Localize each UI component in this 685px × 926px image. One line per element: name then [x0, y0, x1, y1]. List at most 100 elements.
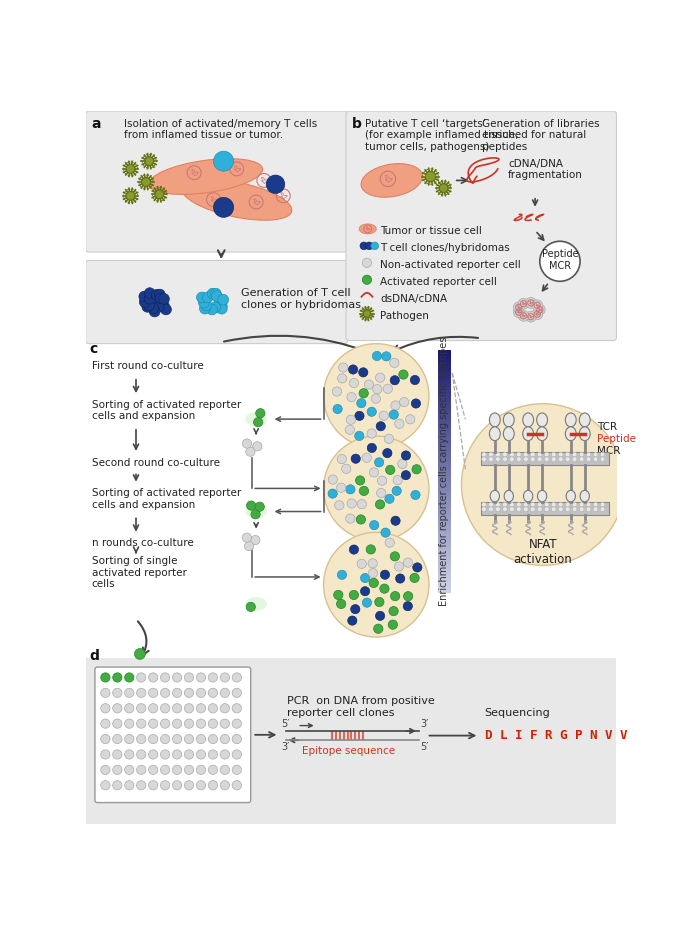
Circle shape: [580, 502, 584, 507]
Circle shape: [208, 673, 218, 682]
Circle shape: [323, 532, 429, 637]
Circle shape: [360, 486, 369, 495]
Bar: [438, 497, 451, 500]
Ellipse shape: [580, 491, 589, 502]
Bar: [438, 550, 451, 552]
Circle shape: [101, 688, 110, 697]
Bar: [438, 467, 451, 469]
Circle shape: [145, 156, 154, 166]
Text: a: a: [92, 118, 101, 131]
Circle shape: [351, 454, 360, 463]
Ellipse shape: [565, 413, 576, 427]
Bar: [438, 519, 451, 522]
Circle shape: [383, 448, 392, 457]
Circle shape: [160, 781, 170, 790]
Bar: [438, 526, 451, 528]
Circle shape: [395, 562, 403, 571]
Circle shape: [349, 379, 358, 388]
Bar: [438, 495, 451, 498]
Circle shape: [565, 452, 570, 457]
Circle shape: [338, 363, 348, 372]
Bar: [438, 566, 451, 569]
Circle shape: [545, 502, 549, 507]
Circle shape: [197, 719, 205, 728]
Circle shape: [376, 421, 386, 431]
Circle shape: [149, 704, 158, 713]
Ellipse shape: [489, 413, 500, 427]
Bar: [438, 499, 451, 502]
Bar: [438, 530, 451, 532]
Ellipse shape: [245, 505, 267, 519]
FancyBboxPatch shape: [86, 111, 347, 252]
Circle shape: [202, 292, 213, 303]
Circle shape: [360, 242, 368, 250]
Bar: [438, 376, 451, 379]
Bar: [438, 354, 451, 357]
Circle shape: [403, 602, 412, 611]
Circle shape: [390, 552, 399, 561]
Circle shape: [382, 352, 391, 361]
Circle shape: [246, 447, 255, 457]
Ellipse shape: [245, 597, 267, 611]
Bar: [438, 393, 451, 394]
Circle shape: [148, 303, 159, 314]
Circle shape: [184, 734, 194, 744]
Circle shape: [125, 719, 134, 728]
Bar: [438, 536, 451, 538]
Circle shape: [218, 294, 229, 305]
Circle shape: [573, 502, 577, 507]
Circle shape: [220, 673, 229, 682]
Circle shape: [336, 483, 346, 493]
Circle shape: [160, 673, 170, 682]
Circle shape: [355, 432, 364, 441]
Bar: [438, 364, 451, 367]
Circle shape: [253, 418, 263, 427]
Bar: [438, 574, 451, 577]
Circle shape: [362, 258, 371, 268]
Circle shape: [149, 307, 160, 317]
Bar: [438, 425, 451, 427]
Circle shape: [586, 507, 591, 511]
Bar: [438, 408, 451, 411]
Bar: [438, 378, 451, 381]
Bar: [438, 581, 451, 582]
Circle shape: [337, 570, 347, 580]
Circle shape: [518, 298, 529, 309]
Bar: [438, 384, 451, 386]
Circle shape: [488, 507, 493, 511]
Circle shape: [573, 452, 577, 457]
Circle shape: [370, 520, 379, 530]
Circle shape: [398, 459, 407, 469]
Circle shape: [346, 484, 355, 494]
Circle shape: [125, 750, 134, 759]
Circle shape: [593, 507, 598, 511]
Text: Non-activated reporter cell: Non-activated reporter cell: [380, 260, 521, 270]
Circle shape: [232, 765, 242, 774]
Circle shape: [482, 457, 486, 461]
Circle shape: [247, 501, 256, 510]
Bar: [438, 447, 451, 449]
Circle shape: [362, 275, 371, 284]
Circle shape: [232, 781, 242, 790]
Circle shape: [348, 616, 357, 625]
Bar: [438, 586, 451, 589]
Bar: [438, 533, 451, 536]
Circle shape: [586, 502, 591, 507]
Bar: [438, 584, 451, 587]
Circle shape: [346, 415, 356, 424]
Circle shape: [197, 673, 205, 682]
Bar: [438, 417, 451, 419]
Bar: [438, 415, 451, 417]
Text: Enrichment for reporter cells carrying specific epitopes: Enrichment for reporter cells carrying s…: [440, 336, 449, 606]
Circle shape: [149, 734, 158, 744]
Circle shape: [377, 488, 386, 497]
Circle shape: [158, 300, 169, 311]
Text: Activated reporter cell: Activated reporter cell: [380, 277, 497, 287]
Bar: [438, 469, 451, 471]
Circle shape: [173, 719, 182, 728]
Circle shape: [365, 242, 373, 250]
Circle shape: [214, 197, 234, 218]
Circle shape: [345, 425, 354, 434]
Circle shape: [540, 242, 580, 282]
Circle shape: [232, 734, 242, 744]
